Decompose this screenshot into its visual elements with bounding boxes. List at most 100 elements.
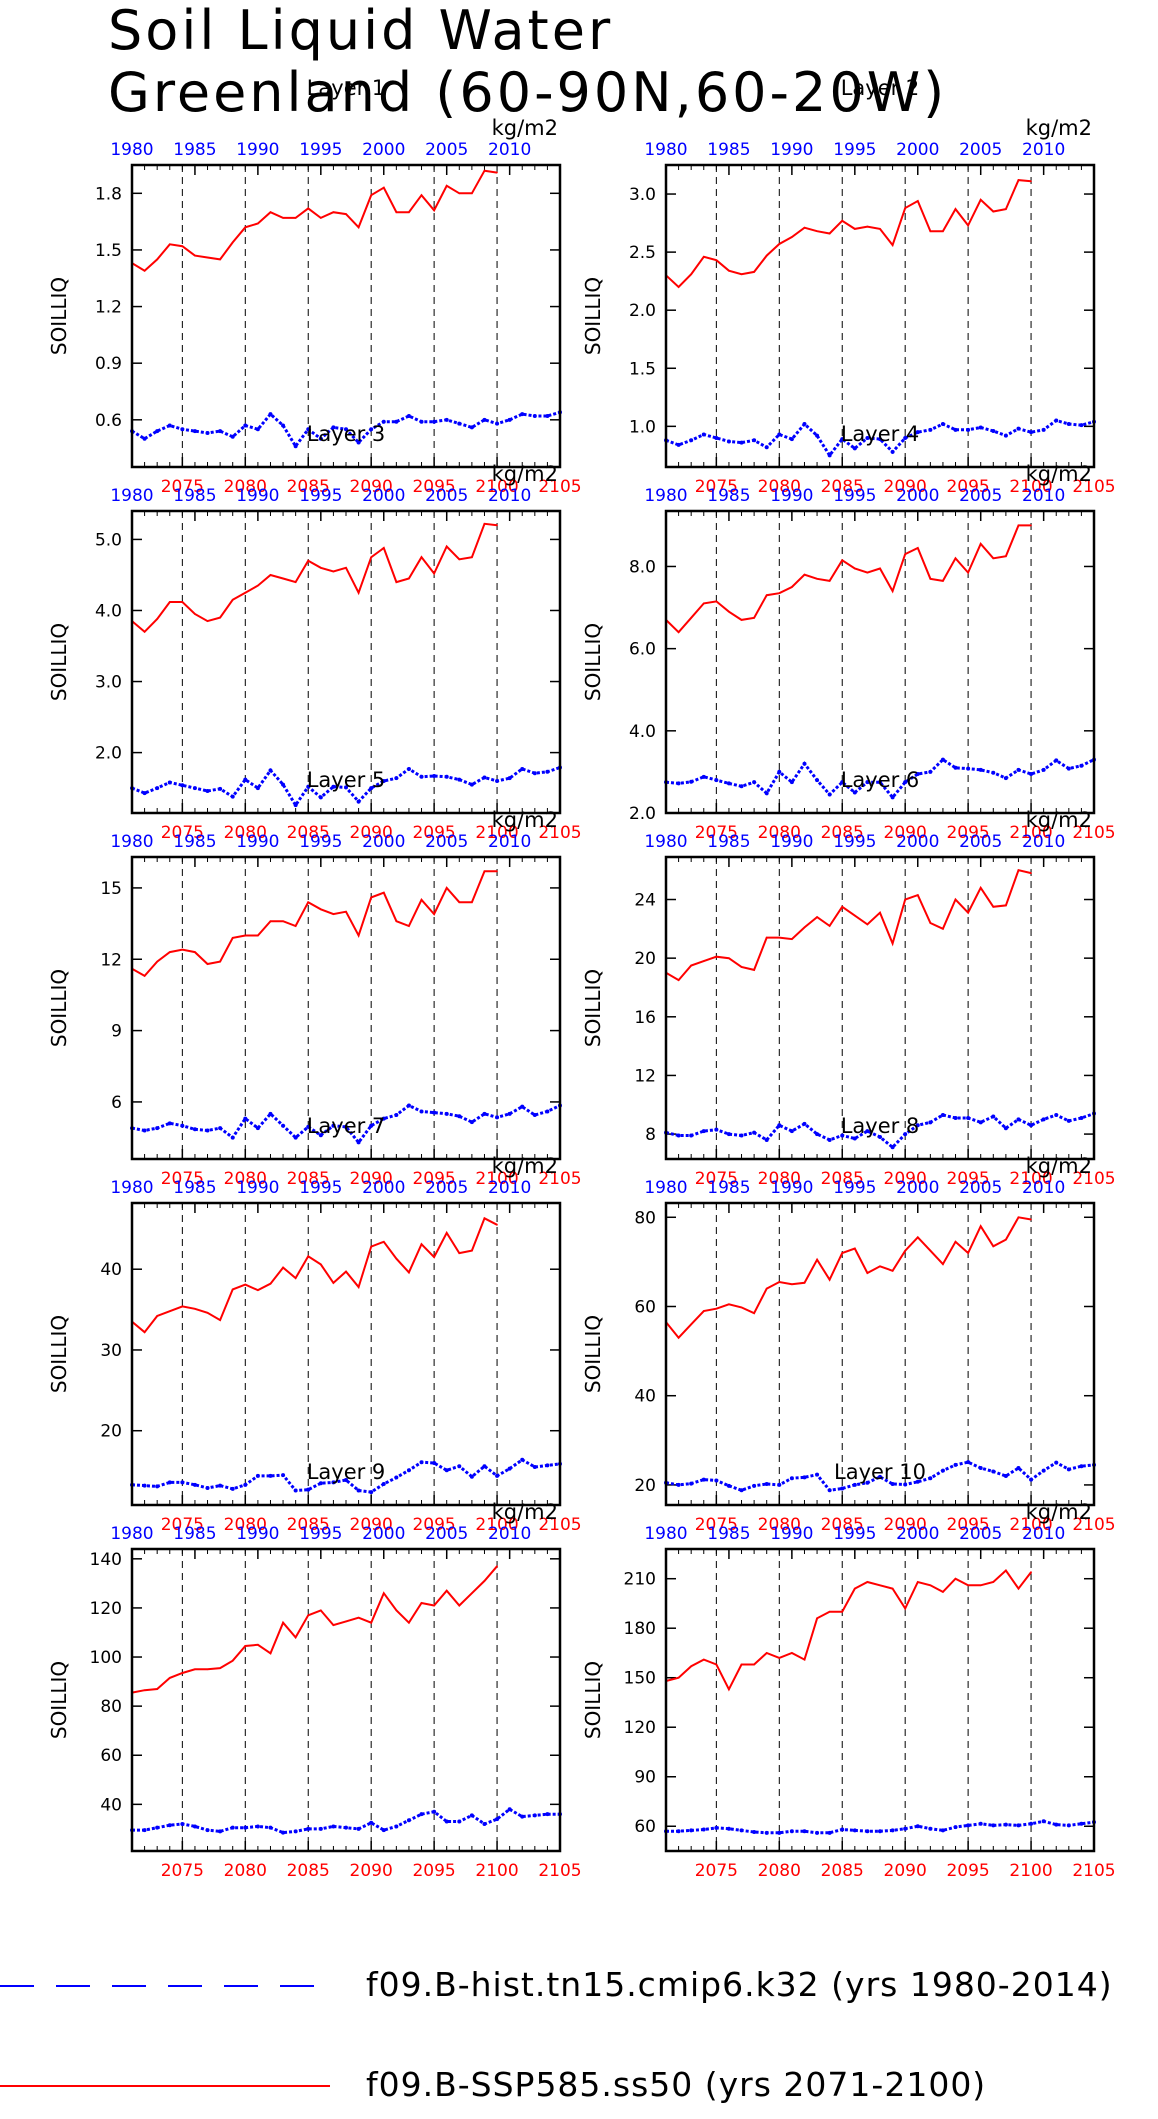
data-point-hist xyxy=(1054,1460,1059,1465)
chart-title: Layer 4 xyxy=(841,422,920,446)
y-tick-label: 60 xyxy=(634,1817,656,1837)
data-point-ssp xyxy=(307,207,310,210)
y-tick-label: 3.0 xyxy=(629,185,656,205)
data-point-hist xyxy=(155,1825,160,1830)
top-tick-label: 2005 xyxy=(959,486,1002,506)
bottom-tick-label: 2075 xyxy=(695,1861,738,1881)
data-point-hist xyxy=(777,1123,782,1128)
data-point-ssp xyxy=(854,228,856,230)
data-point-hist xyxy=(865,1480,870,1485)
data-point-ssp xyxy=(841,219,844,222)
data-point-hist xyxy=(978,1821,983,1826)
data-point-hist xyxy=(1054,418,1059,423)
data-point-hist xyxy=(432,419,437,424)
data-point-ssp xyxy=(496,524,498,527)
data-point-hist xyxy=(940,422,945,427)
data-point-hist xyxy=(1054,1113,1059,1118)
units-label: kg/m2 xyxy=(492,1500,558,1524)
data-point-ssp xyxy=(458,901,461,903)
data-point-hist xyxy=(714,1127,719,1132)
data-point-ssp xyxy=(420,556,423,558)
data-point-hist xyxy=(469,1813,474,1818)
data-point-hist xyxy=(689,1828,694,1833)
data-point-hist xyxy=(532,1113,537,1118)
data-point-hist xyxy=(180,1821,185,1826)
data-point-hist xyxy=(903,1482,908,1487)
data-point-ssp xyxy=(702,1658,705,1661)
data-point-ssp xyxy=(244,1283,247,1286)
y-tick-label: 8.0 xyxy=(629,557,656,577)
data-point-ssp xyxy=(866,1581,869,1583)
bottom-tick-label: 2095 xyxy=(946,1169,989,1189)
data-point-ssp xyxy=(395,211,398,213)
data-point-ssp xyxy=(715,1307,718,1310)
data-point-ssp xyxy=(728,1688,730,1691)
data-point-hist xyxy=(966,1460,971,1465)
data-point-hist xyxy=(865,780,870,785)
data-point-ssp xyxy=(257,934,259,937)
data-point-ssp xyxy=(879,1265,881,1268)
data-point-ssp xyxy=(433,1256,435,1258)
data-point-hist xyxy=(815,1830,820,1835)
data-point-hist xyxy=(915,1824,920,1829)
y-tick-label: 20 xyxy=(100,1422,122,1442)
bottom-tick-label: 2105 xyxy=(538,823,581,843)
bottom-tick-label: 2100 xyxy=(1009,1169,1052,1189)
data-point-hist xyxy=(507,417,512,422)
data-point-ssp xyxy=(206,620,209,622)
data-point-hist xyxy=(802,422,807,427)
data-point-ssp xyxy=(395,920,398,923)
top-tick-label: 1985 xyxy=(173,140,216,160)
data-point-ssp xyxy=(194,1307,196,1310)
data-point-hist xyxy=(991,428,996,433)
bottom-tick-label: 2090 xyxy=(350,1515,393,1535)
data-point-hist xyxy=(192,786,197,791)
data-point-hist xyxy=(381,1482,386,1487)
data-point-hist xyxy=(394,1113,399,1118)
units-label: kg/m2 xyxy=(1026,1154,1092,1178)
bottom-tick-label: 2105 xyxy=(538,1515,581,1535)
data-point-ssp xyxy=(269,1652,272,1655)
data-point-hist xyxy=(777,1482,782,1487)
data-point-ssp xyxy=(320,908,322,911)
data-point-hist xyxy=(928,1120,933,1125)
data-point-hist xyxy=(1029,1821,1034,1826)
data-point-ssp xyxy=(891,244,894,246)
data-point-hist xyxy=(940,1828,945,1833)
data-point-hist xyxy=(701,1477,706,1482)
data-point-hist xyxy=(318,1826,323,1831)
data-point-hist xyxy=(1016,1823,1021,1828)
data-point-hist xyxy=(532,414,537,419)
data-point-ssp xyxy=(702,1310,705,1312)
top-tick-label: 1980 xyxy=(644,1524,687,1544)
data-point-ssp xyxy=(206,1312,209,1314)
data-point-ssp xyxy=(828,580,831,582)
data-point-hist xyxy=(739,1828,744,1833)
data-point-hist xyxy=(676,781,681,786)
data-point-hist xyxy=(878,1474,882,1479)
data-point-hist xyxy=(953,1825,958,1830)
data-point-ssp xyxy=(370,556,372,558)
data-point-ssp xyxy=(458,192,461,195)
units-label: kg/m2 xyxy=(1026,808,1092,832)
data-point-hist xyxy=(789,1829,794,1834)
bottom-tick-label: 2105 xyxy=(538,477,581,497)
series-line-ssp xyxy=(131,1216,498,1334)
data-point-hist xyxy=(268,412,273,417)
data-point-hist xyxy=(840,1827,845,1832)
data-point-ssp xyxy=(345,567,347,569)
chart-layer-2: Layer 2 kg/m2 SOILLIQ 1.0 1.5 2.0 2.5 3.0 2075 20… xyxy=(581,76,1116,497)
bottom-tick-label: 2090 xyxy=(350,1861,393,1881)
data-point-ssp xyxy=(816,230,818,233)
units-label: kg/m2 xyxy=(492,1154,558,1178)
series-line-ssp xyxy=(131,1565,498,1694)
data-point-ssp xyxy=(992,1245,995,1248)
data-point-ssp xyxy=(370,1245,372,1248)
y-tick-label: 8 xyxy=(645,1125,656,1145)
data-point-hist xyxy=(482,1821,487,1826)
data-point-hist xyxy=(903,435,908,440)
bottom-tick-label: 2095 xyxy=(412,1861,455,1881)
data-point-hist xyxy=(852,446,857,451)
data-point-ssp xyxy=(954,557,957,560)
data-point-hist xyxy=(344,427,348,432)
